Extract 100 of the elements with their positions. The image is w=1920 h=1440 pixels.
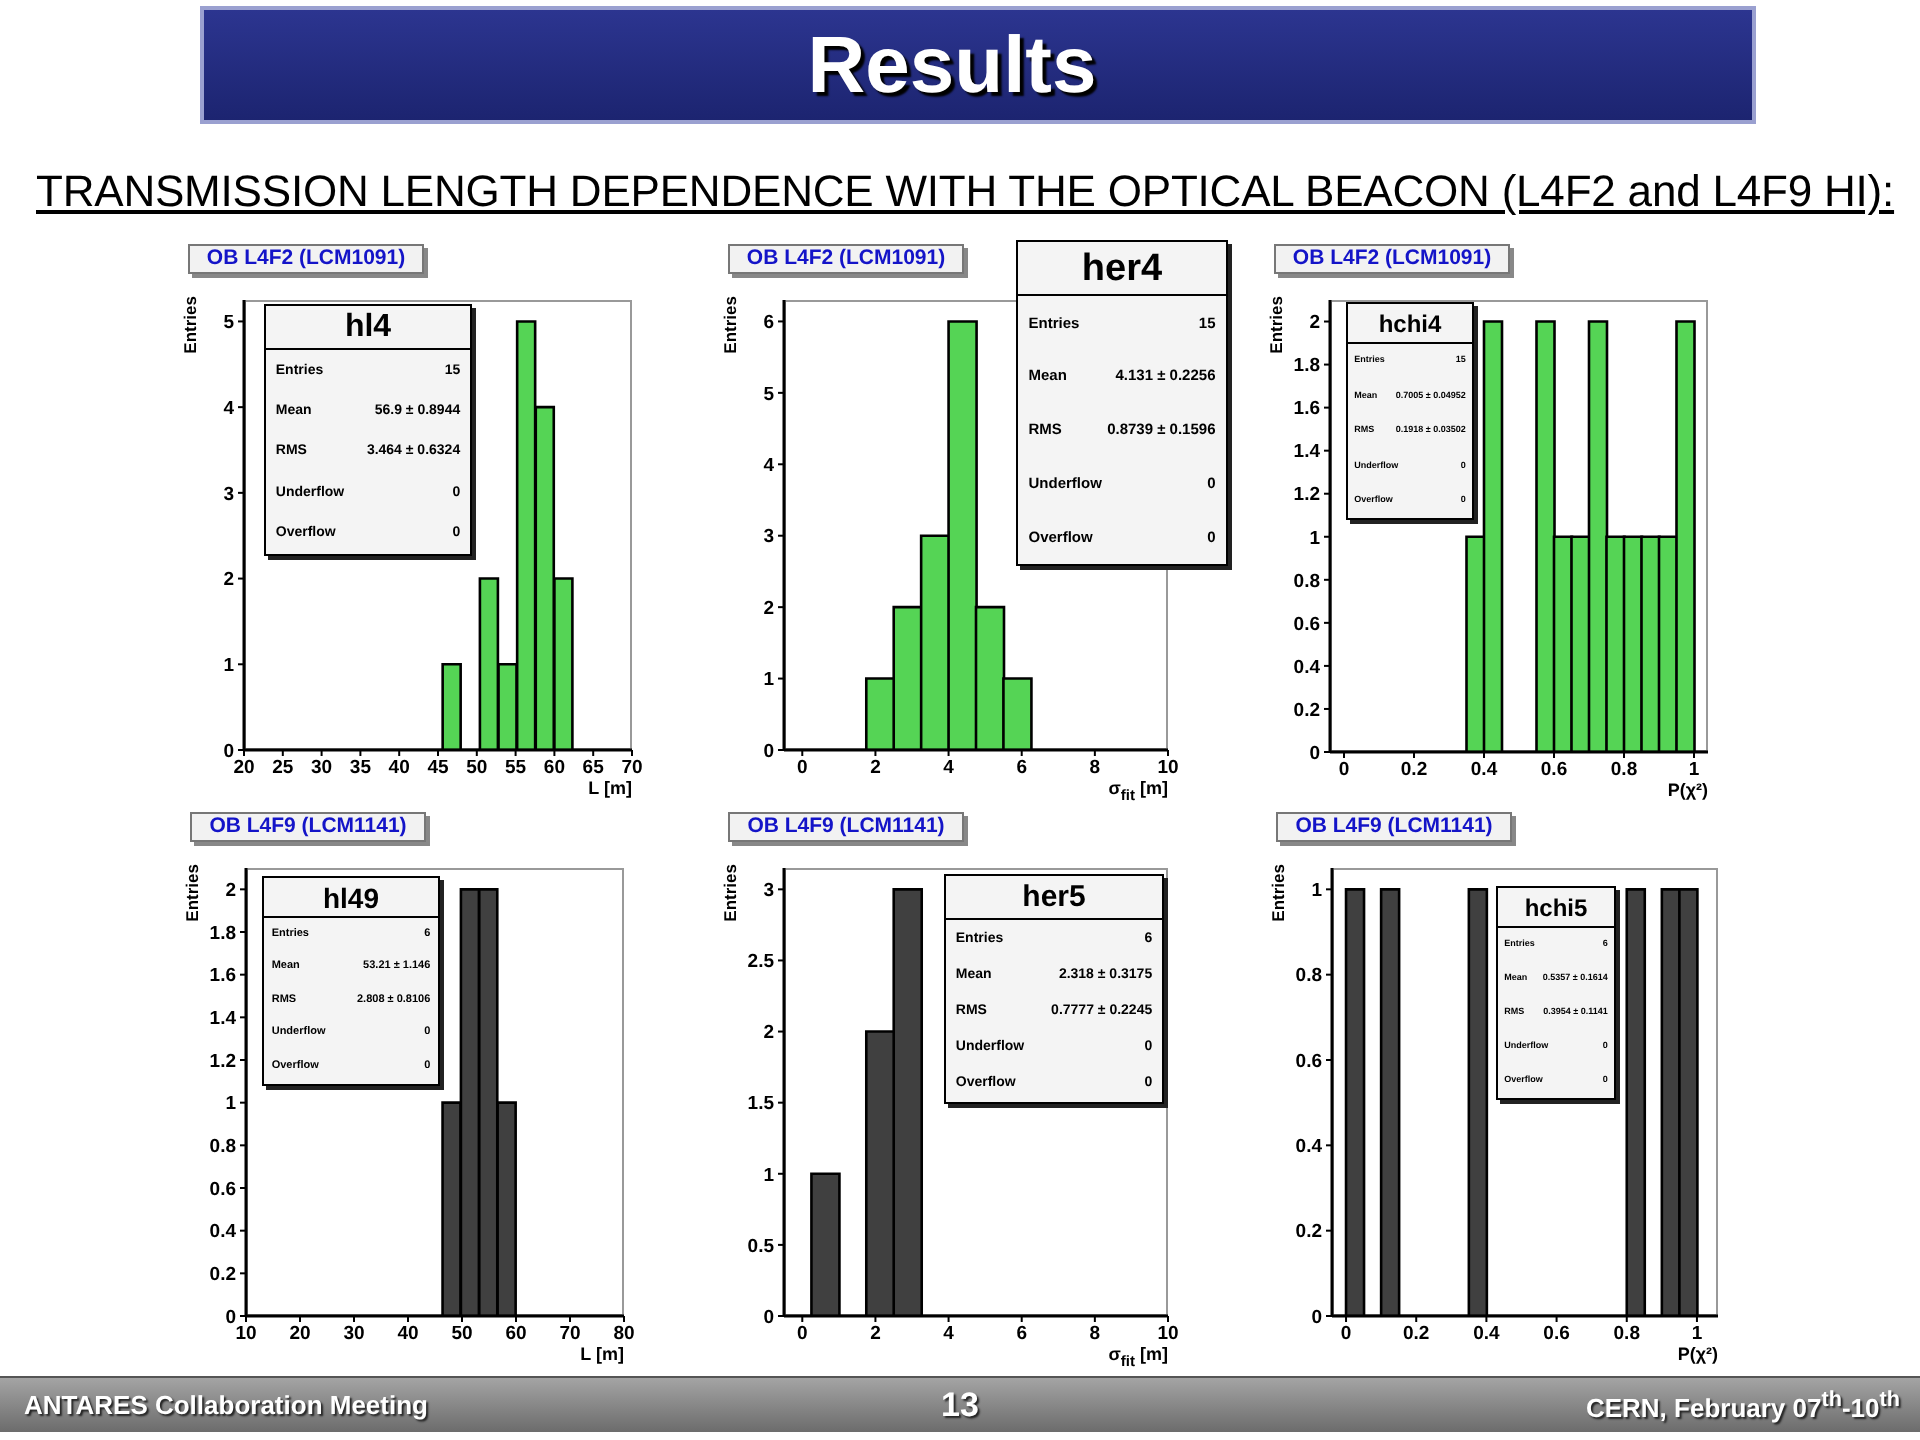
- y-tick-label: 2: [763, 1022, 774, 1045]
- banner: Results: [200, 6, 1756, 124]
- x-tick-label: 60: [543, 757, 565, 780]
- y-tick-label: 1: [225, 1093, 238, 1116]
- stats-header: hchi5: [1498, 888, 1614, 928]
- stats-header: hl49: [264, 878, 438, 918]
- x-tick-label: 0: [796, 757, 808, 780]
- x-tick-label: 0: [796, 1323, 808, 1346]
- x-tick-label: 45: [427, 757, 450, 780]
- y-tick-label: 0.8: [1293, 570, 1320, 593]
- y-tick-label: 1: [1309, 527, 1322, 550]
- y-tick-label: 4: [763, 455, 776, 478]
- annotation: hchi4: [1378, 309, 1442, 337]
- x-tick-label: 4: [943, 1323, 956, 1346]
- title-frame: OB L4F9 (LCM1141): [190, 812, 426, 842]
- x-tick-label: 40: [397, 1323, 419, 1346]
- y-tick-label: 1.2: [209, 1050, 236, 1073]
- y-tick-label: 0: [225, 1306, 236, 1329]
- y-axis-title: Entries: [720, 296, 740, 354]
- x-tick-label: 6: [1016, 1323, 1028, 1346]
- x-axis-title: σ$_{fit}$ [m]: [1108, 778, 1168, 804]
- y-tick-label: 0.2: [209, 1264, 236, 1287]
- x-tick-label: 2: [870, 757, 881, 780]
- y-tick-label: 6: [763, 312, 774, 335]
- footer-bar: ANTARES Collaboration Meeting 13 CERN, February 07$^{th}$-10$^{th}$: [0, 1376, 1920, 1432]
- y-tick-label: 3: [763, 526, 774, 549]
- x-tick-label: 40: [388, 757, 410, 780]
- x-tick-label: 60: [505, 1323, 527, 1346]
- annotation: hl49: [322, 881, 379, 913]
- title-frame: OB L4F2 (LCM1091): [188, 244, 424, 274]
- x-tick-label: 8: [1089, 1323, 1101, 1346]
- x-tick-label: 0.4: [1473, 1323, 1502, 1346]
- title-frame: OB L4F9 (LCM1141): [1276, 812, 1512, 842]
- y-tick-label: 0.8: [209, 1136, 236, 1159]
- y-tick-label: 0.2: [1293, 699, 1320, 722]
- y-axis-title: Entries: [1268, 864, 1288, 922]
- stats-header: her5: [946, 876, 1162, 920]
- x-tick-label: 25: [272, 757, 295, 780]
- x-tick-label: 1: [1688, 759, 1701, 782]
- y-tick-label: 1.6: [1293, 398, 1320, 421]
- y-tick-label: 2: [225, 880, 236, 903]
- x-tick-label: 80: [613, 1323, 635, 1346]
- title-frame: OB L4F9 (LCM1141): [728, 812, 964, 842]
- x-tick-label: 70: [559, 1323, 581, 1346]
- text: TRANSMISSION LENGTH DEPENDENCE WITH THE OPTICAL BEACON (L4F2 and L4F9 HI):: [36, 166, 1895, 216]
- x-tick-label: 30: [343, 1323, 365, 1346]
- y-tick-label: 1.8: [1293, 355, 1320, 378]
- chart-title: OB L4F9 (LCM1141): [209, 814, 407, 839]
- y-tick-label: 2.5: [747, 951, 776, 974]
- x-tick-label: 55: [505, 757, 528, 780]
- x-tick-label: 0: [1338, 759, 1350, 782]
- annotation: hl4: [344, 309, 392, 343]
- annotation: hchi5: [1524, 893, 1588, 921]
- y-tick-label: 0: [1309, 742, 1320, 765]
- chart-title: OB L4F9 (LCM1141): [747, 814, 945, 839]
- stats-header: hchi4: [1348, 304, 1472, 344]
- y-tick-label: 4: [223, 397, 236, 420]
- y-tick-label: 0.8: [1295, 965, 1322, 988]
- x-axis-title: P(χ²): [1667, 780, 1708, 800]
- x-tick-label: 4: [943, 757, 956, 780]
- x-tick-label: 8: [1089, 757, 1101, 780]
- chart-title: OB L4F2 (LCM1091): [206, 246, 406, 271]
- x-tick-label: 0.8: [1613, 1323, 1640, 1346]
- y-tick-label: 0.4: [1293, 656, 1322, 679]
- chart-title: OB L4F2 (LCM1091): [1292, 246, 1492, 271]
- y-tick-label: 0.5: [747, 1235, 776, 1258]
- y-tick-label: 3: [763, 880, 774, 903]
- y-tick-label: 5: [763, 383, 776, 406]
- x-tick-label: 6: [1016, 757, 1028, 780]
- x-tick-label: 20: [233, 757, 255, 780]
- y-tick-label: 0: [1311, 1306, 1322, 1329]
- x-tick-label: 0.4: [1470, 759, 1499, 782]
- y-tick-label: 1: [223, 655, 236, 678]
- x-axis-title: L [m]: [580, 1344, 624, 1364]
- chart-title: OB L4F9 (LCM1141): [1295, 814, 1493, 839]
- x-tick-label: 0: [1340, 1323, 1352, 1346]
- y-tick-label: 0.6: [1293, 613, 1320, 636]
- y-axis-title: Entries: [1266, 296, 1286, 354]
- y-axis-title: Entries: [720, 864, 740, 922]
- y-tick-label: 0: [763, 740, 774, 763]
- y-tick-label: 0.6: [1295, 1050, 1322, 1073]
- y-tick-label: 1: [1311, 880, 1324, 903]
- chart-title: OB L4F2 (LCM1091): [746, 246, 946, 271]
- stats-header: her4: [1018, 242, 1226, 296]
- y-tick-label: 1: [763, 1164, 776, 1187]
- x-tick-label: 10: [1157, 1323, 1179, 1346]
- y-tick-label: 0.4: [1295, 1136, 1324, 1159]
- x-tick-label: 20: [289, 1323, 311, 1346]
- x-tick-label: 35: [349, 757, 373, 780]
- y-tick-label: 5: [223, 312, 236, 335]
- y-tick-label: 0.4: [209, 1221, 238, 1244]
- y-tick-label: 2: [223, 569, 234, 592]
- y-tick-label: 1: [763, 669, 776, 692]
- y-tick-label: 1.2: [1293, 484, 1320, 507]
- y-tick-label: 0.6: [209, 1178, 236, 1201]
- x-tick-label: 0.6: [1540, 759, 1568, 782]
- y-tick-label: 1.4: [209, 1008, 238, 1031]
- x-tick-label: 10: [1157, 757, 1179, 780]
- y-axis-title: Entries: [180, 296, 200, 354]
- y-tick-label: 1.8: [209, 922, 236, 945]
